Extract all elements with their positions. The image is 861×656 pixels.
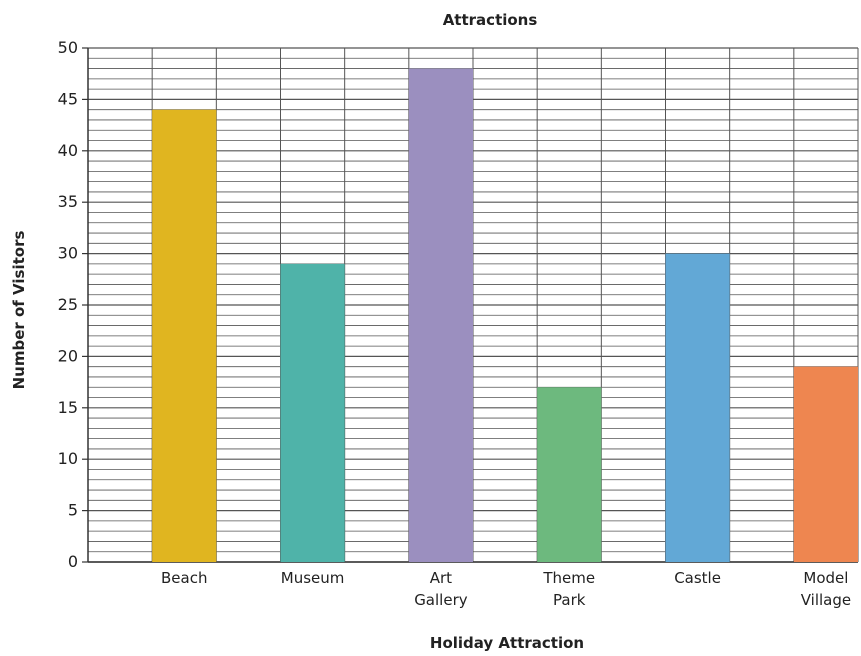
x-category-label: Art	[430, 569, 452, 587]
x-category-labels: Beach Museum Art Gallery Theme Park Castle Mode…	[161, 569, 851, 609]
bar	[408, 68, 473, 562]
x-category-label: Village	[801, 591, 851, 609]
x-category-label: Gallery	[414, 591, 468, 609]
x-category-label: Museum	[281, 569, 345, 587]
x-category-label: Model	[803, 569, 848, 587]
x-axis-title: Holiday Attraction	[430, 634, 584, 652]
y-tick-label: 15	[58, 398, 78, 417]
y-tick-label: 40	[58, 141, 78, 160]
chart-title: Attractions	[443, 11, 538, 29]
y-tick-label: 20	[58, 346, 78, 365]
bar	[280, 263, 345, 562]
bar	[665, 253, 730, 562]
x-category-label: Theme	[542, 569, 595, 587]
y-tick-label: 25	[58, 295, 78, 314]
x-category-label: Castle	[674, 569, 721, 587]
y-tick-labels: 0 5 10 15 20 25 30 35 40 45 50	[58, 38, 78, 571]
bar	[537, 387, 602, 562]
y-tick-label: 5	[68, 501, 78, 520]
bars-layer	[152, 68, 858, 563]
y-tick-label: 35	[58, 192, 78, 211]
y-axis-title: Number of Visitors	[10, 231, 28, 390]
y-tick-label: 0	[68, 552, 78, 571]
bar	[793, 366, 858, 562]
y-tick-label: 10	[58, 449, 78, 468]
y-tick-label: 50	[58, 38, 78, 57]
x-category-label: Park	[553, 591, 586, 609]
y-tick-label: 45	[58, 89, 78, 108]
bar	[152, 109, 217, 563]
x-category-label: Beach	[161, 569, 207, 587]
y-tick-label: 30	[58, 244, 78, 263]
